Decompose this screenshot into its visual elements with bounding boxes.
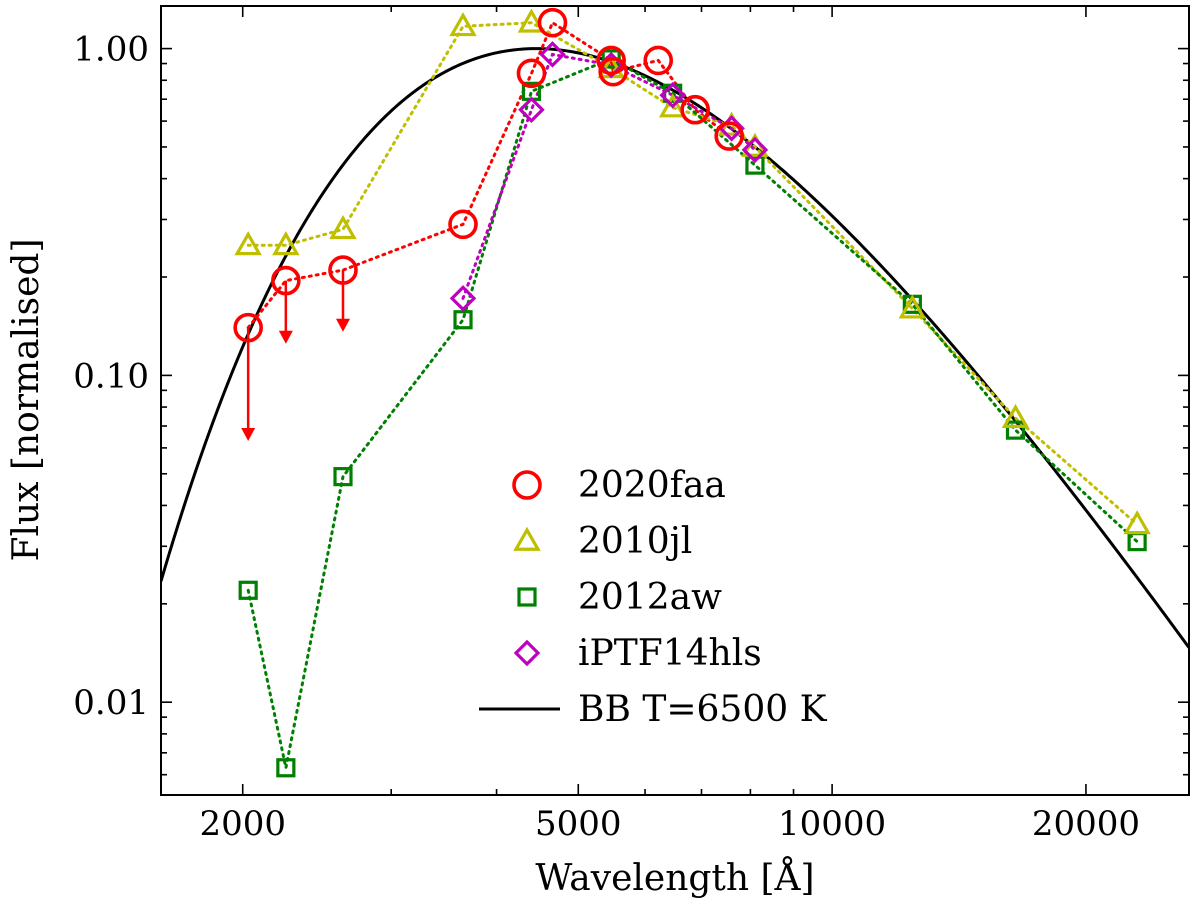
- y-tick-label: 1.00: [73, 30, 149, 70]
- upper-limit-arrowhead: [241, 427, 256, 441]
- data-point-2010jl: [272, 231, 300, 256]
- legend-label-bb-t-6500-k: BB T=6500 K: [578, 689, 828, 730]
- series-line-2020faa: [246, 20, 731, 330]
- data-point-iptf14hls: [518, 96, 545, 123]
- data-point-2010jl: [517, 8, 546, 33]
- upper-limit-arrowhead: [278, 330, 293, 344]
- legend-marker-iptf14hls: [513, 639, 541, 667]
- data-point-2010jl: [1001, 403, 1030, 428]
- data-point-2020faa: [233, 312, 263, 343]
- upper-limit-arrowhead: [335, 318, 350, 332]
- legend-marker-2012aw: [517, 587, 537, 607]
- data-point-2020faa: [328, 255, 358, 285]
- data-point-2012aw: [333, 467, 353, 487]
- series-line-iptf14hls: [461, 52, 757, 300]
- data-point-2010jl: [329, 215, 357, 240]
- x-tick-label: 2000: [199, 804, 286, 844]
- data-point-iptf14hls: [539, 41, 566, 68]
- data-point-2020faa: [271, 265, 301, 296]
- data-point-2020faa: [680, 94, 710, 125]
- data-point-2010jl: [898, 294, 927, 319]
- legend-label-iptf14hls: iPTF14hls: [578, 633, 762, 674]
- legend-label-2020faa: 2020faa: [578, 465, 726, 506]
- data-point-iptf14hls: [659, 81, 686, 109]
- data-point-2012aw: [1005, 420, 1026, 440]
- y-axis-title: Flux [normalised]: [6, 238, 47, 561]
- x-tick-label: 5000: [535, 804, 622, 844]
- data-point-iptf14hls: [741, 136, 769, 164]
- data-point-2012aw: [745, 155, 765, 175]
- x-tick-label: 10000: [778, 804, 886, 844]
- data-point-2020faa: [537, 7, 568, 38]
- data-point-2020faa: [448, 209, 478, 240]
- data-point-2012aw: [238, 580, 258, 600]
- data-point-2010jl: [234, 231, 262, 256]
- data-point-2020faa: [598, 56, 628, 87]
- data-point-2012aw: [453, 310, 473, 330]
- legend: 2020faa 2010jl 2012aw iPTF14hls BB T=6500 K: [479, 465, 828, 730]
- x-tick-label: 20000: [1032, 804, 1140, 844]
- data-point-2020faa: [643, 45, 674, 76]
- data-point-2020faa: [596, 45, 626, 76]
- data-point-2012aw: [276, 758, 296, 778]
- y-tick-label: 0.01: [73, 683, 149, 723]
- data-point-2020faa: [714, 121, 744, 151]
- x-axis-title: Wavelength [Å]: [535, 857, 814, 899]
- legend-label-2010jl: 2010jl: [578, 521, 692, 562]
- series-layer: [161, 7, 1189, 778]
- data-point-iptf14hls: [449, 285, 477, 312]
- axes-layer: 2000 5000 10000 20000 0.01 0.10 1.00: [73, 6, 1189, 844]
- legend-marker-2010jl: [513, 526, 541, 551]
- plot-frame: [160, 5, 1190, 796]
- legend-marker-2020faa: [512, 470, 542, 500]
- y-tick-label: 0.10: [73, 356, 149, 396]
- data-point-2010jl: [1123, 510, 1151, 535]
- data-point-2010jl: [658, 93, 687, 118]
- legend-label-2012aw: 2012aw: [578, 577, 722, 618]
- data-point-2010jl: [449, 12, 477, 37]
- data-point-2020faa: [516, 58, 547, 89]
